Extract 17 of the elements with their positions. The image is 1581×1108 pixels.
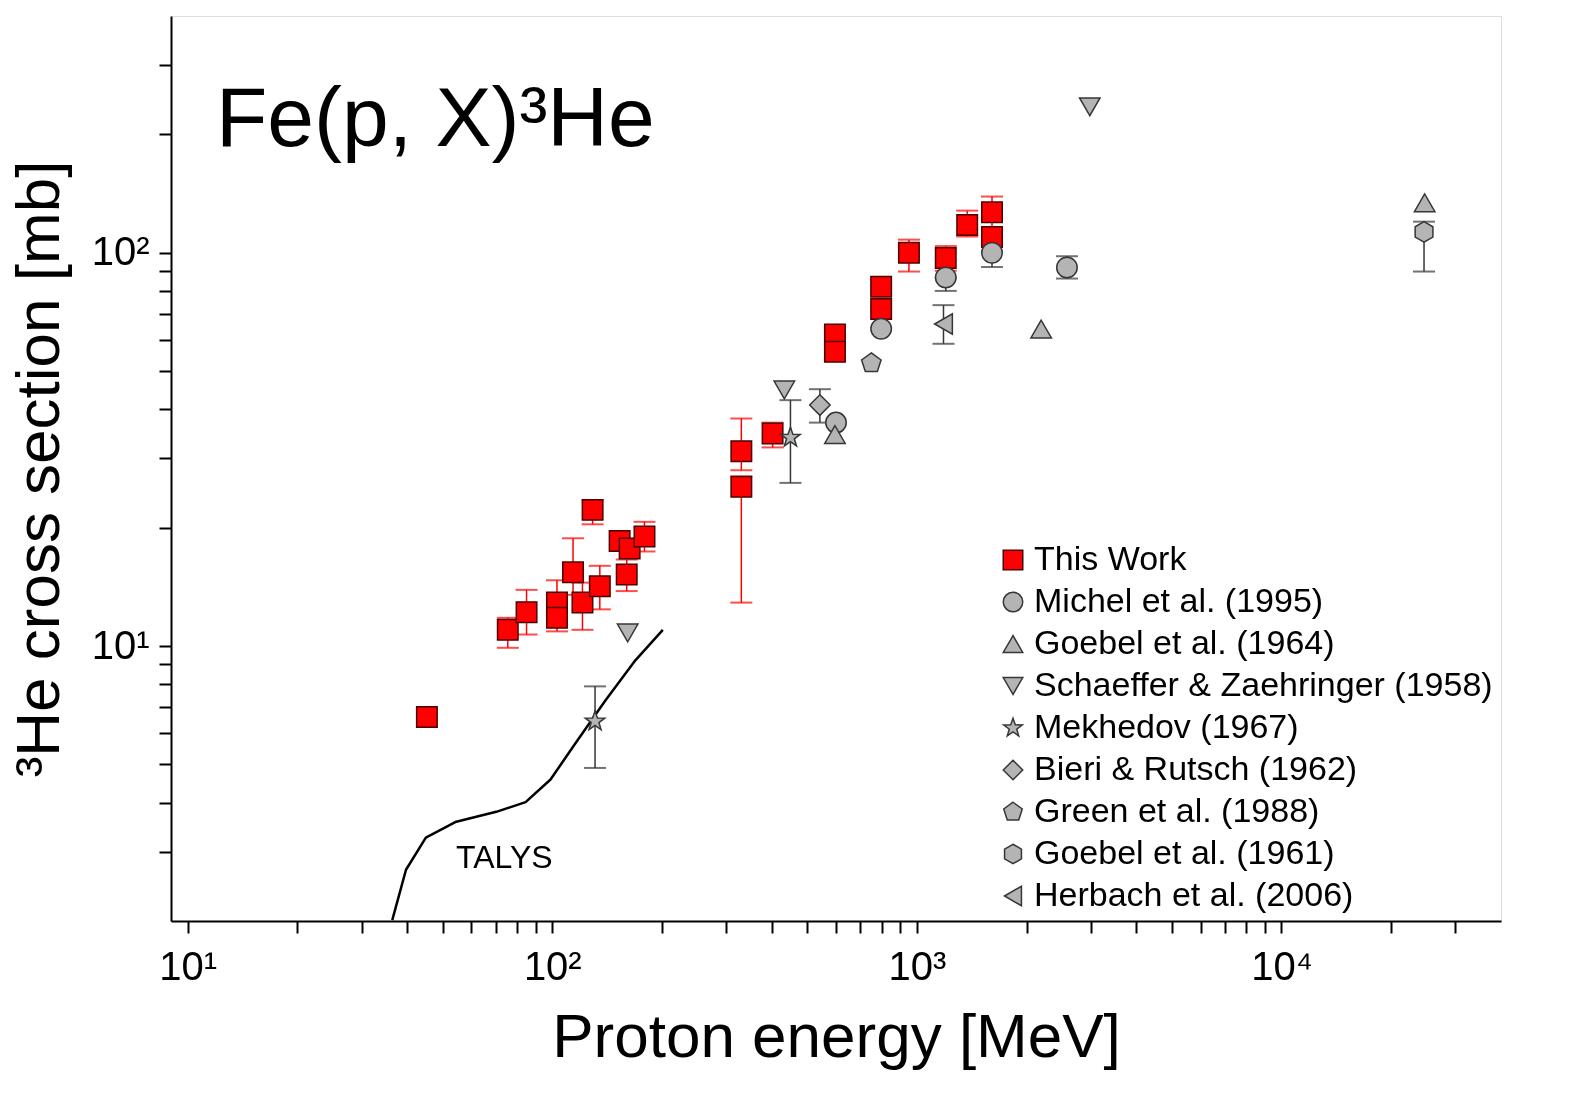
y-axis-title: ³He cross section [mb] [2, 160, 72, 778]
legend-label: Green et al. (1988) [1034, 791, 1320, 829]
annotation: TALYS [456, 839, 553, 875]
legend-label: Bieri & Rutsch (1962) [1034, 749, 1358, 787]
legend-label: Michel et al. (1995) [1034, 581, 1324, 619]
x-axis-title: Proton energy [MeV] [552, 1000, 1121, 1070]
text: Fe(p, X)³He [216, 70, 655, 164]
x-tick-label: 10¹ [159, 943, 218, 988]
legend-label: This Work [1034, 539, 1188, 577]
legend-label: Goebel et al. (1961) [1034, 833, 1335, 871]
legend-label: Schaeffer & Zaehringer (1958) [1034, 665, 1493, 703]
legend-label: Mekhedov (1967) [1034, 707, 1299, 745]
x-tick-label: 10⁴ [1251, 943, 1313, 988]
x-tick-label: 10³ [888, 943, 947, 988]
legend-label: Herbach et al. (2006) [1034, 875, 1354, 913]
legend-label: Goebel et al. (1964) [1034, 623, 1335, 661]
x-tick-label: 10² [523, 943, 582, 988]
